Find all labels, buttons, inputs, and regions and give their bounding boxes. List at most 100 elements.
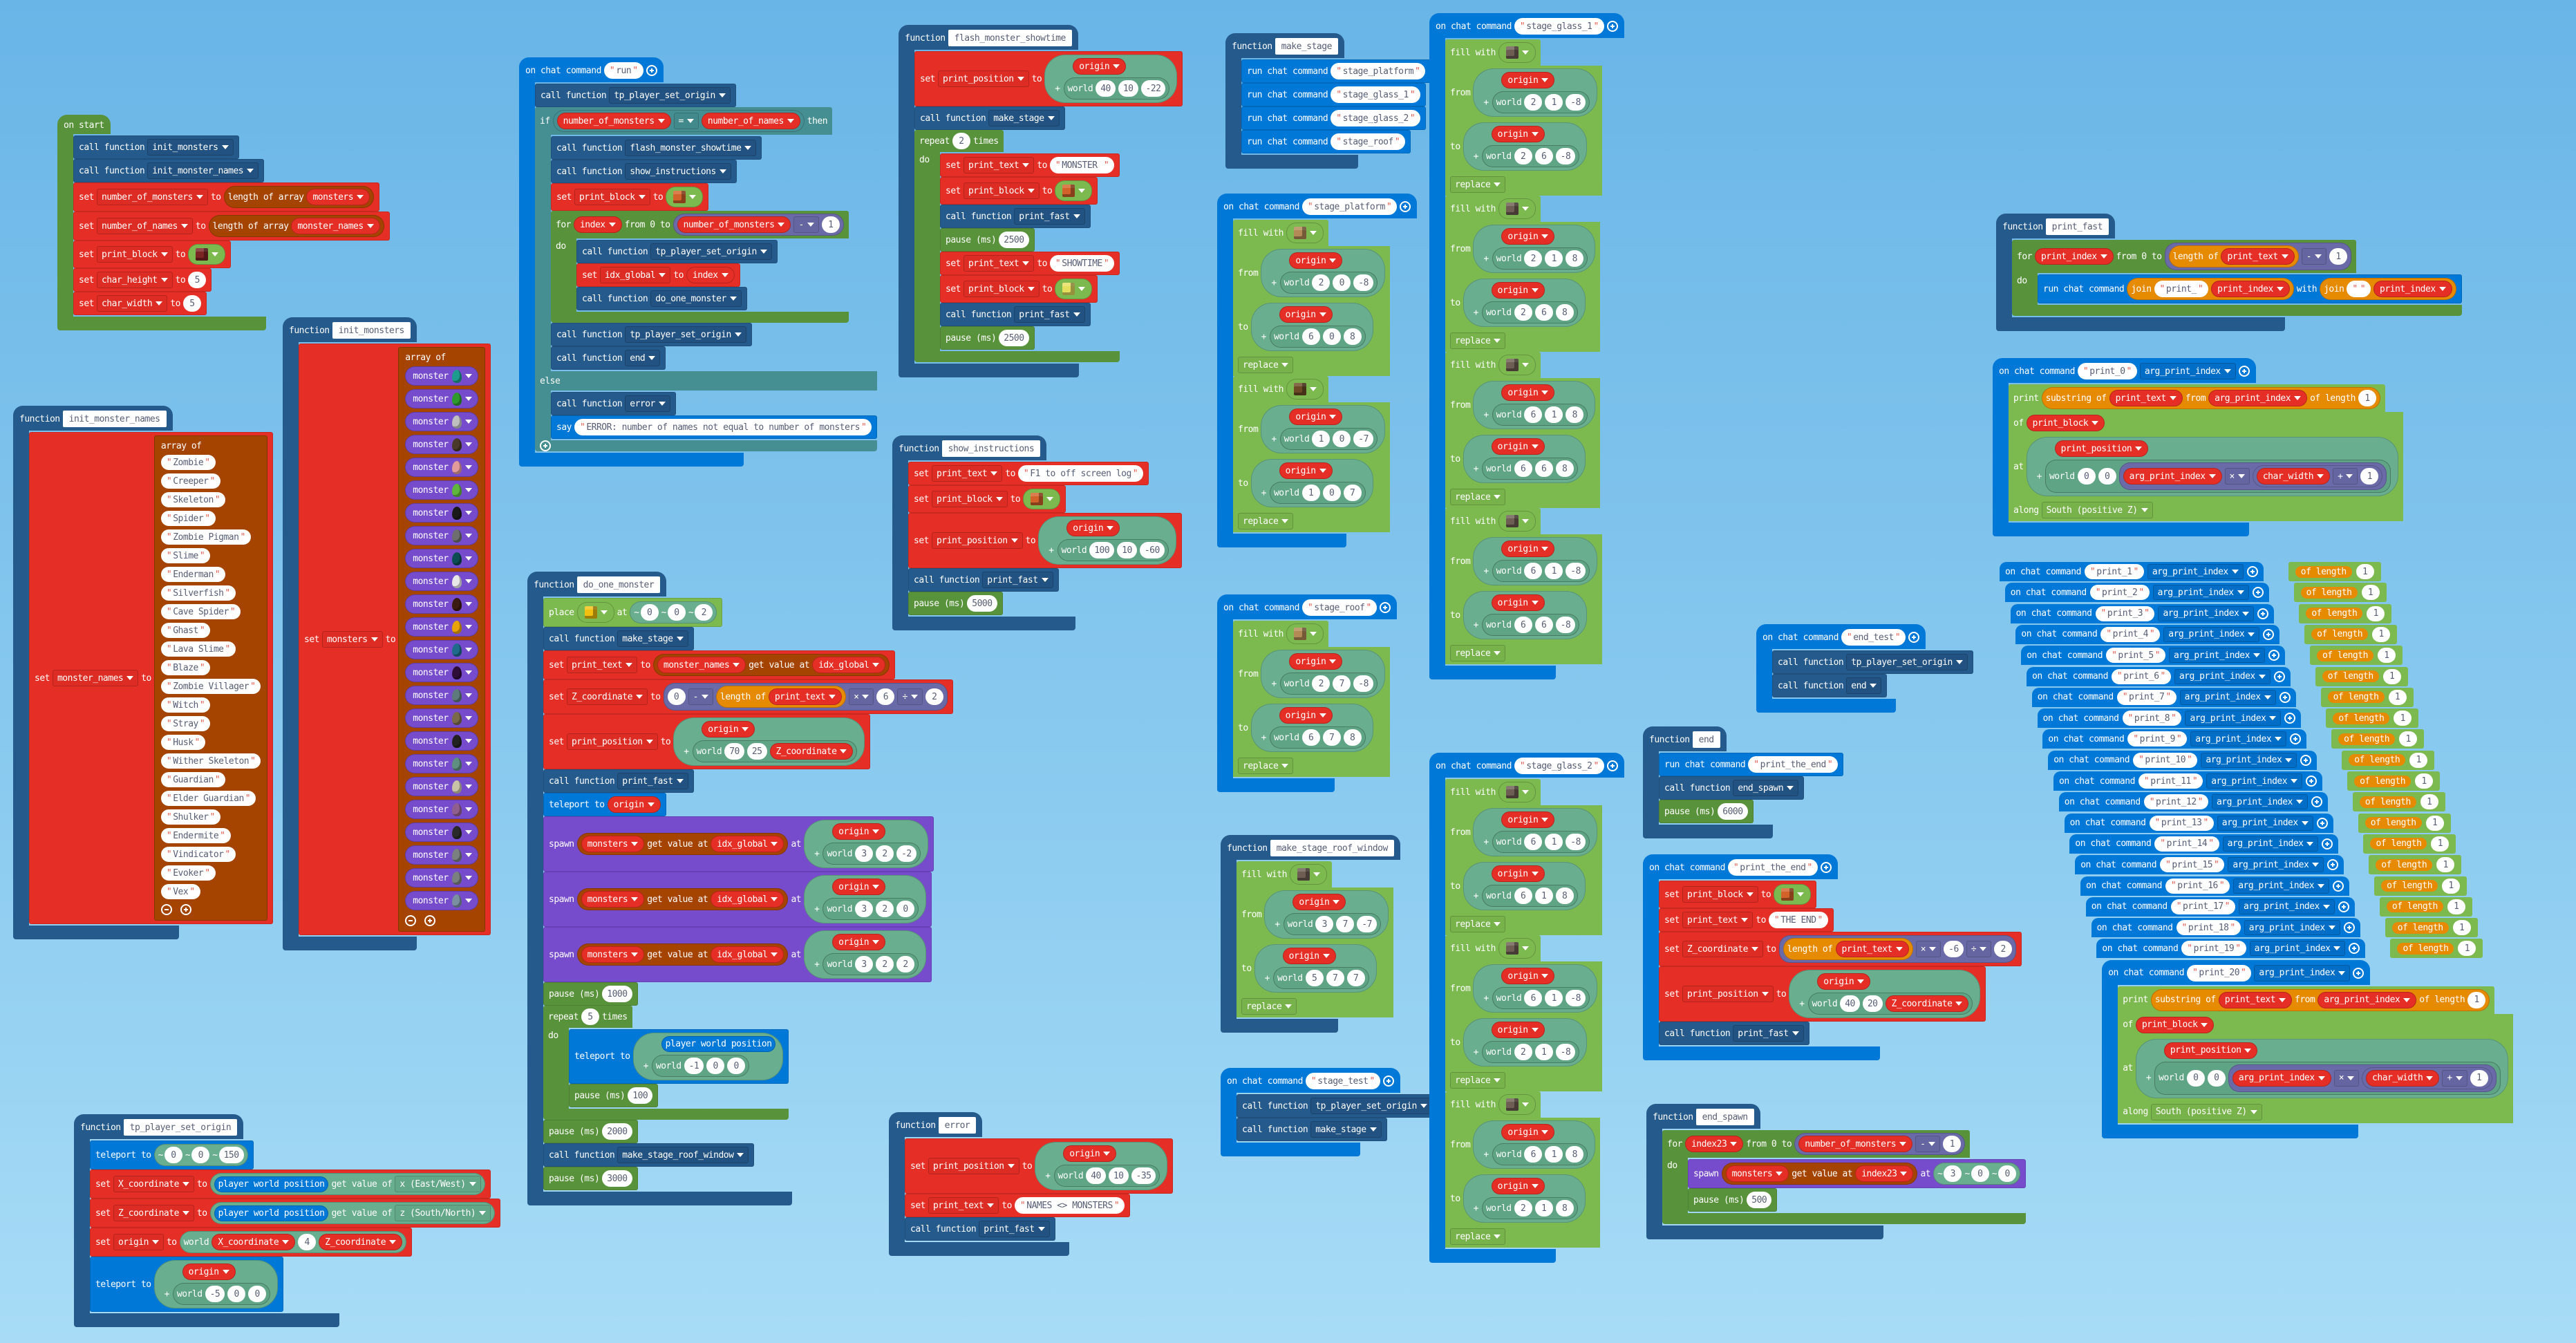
number-input[interactable]: 0 (640, 604, 659, 621)
script-print-2[interactable]: on chat commandprint_2arg_print_indexof … (2004, 583, 2387, 603)
text-input[interactable]: print_2 (2089, 585, 2150, 601)
option-dropdown[interactable]: replace (1450, 645, 1506, 661)
dropdown-caret-icon[interactable] (1776, 1172, 1783, 1176)
dropdown-caret-icon[interactable] (247, 169, 254, 173)
number-input[interactable]: 8 (1343, 729, 1362, 746)
number-input[interactable]: 6 (1534, 460, 1553, 477)
variable-reporter[interactable]: origin (1491, 1178, 1545, 1194)
teleport-to-block[interactable]: teleport to player world position + world -1… (569, 1029, 789, 1084)
text-input[interactable]: Vex (160, 884, 200, 899)
number-input[interactable]: 7 (1322, 729, 1341, 746)
function-dropdown[interactable]: tp_player_set_origin (1310, 1098, 1432, 1114)
dropdown-caret-icon[interactable] (156, 301, 163, 306)
parameter-dropdown[interactable]: arg_print_index (2228, 857, 2324, 873)
dropdown-caret-icon[interactable] (2258, 674, 2266, 679)
call-function-block[interactable]: call function print_fast (940, 303, 1091, 326)
variable-reporter[interactable]: number_of_monsters (1798, 1136, 1913, 1152)
variable-reporter[interactable]: arg_print_index (2232, 1069, 2331, 1087)
call-function-block[interactable]: call function print_fast (543, 769, 694, 793)
block-picker[interactable] (1498, 198, 1536, 219)
call-function-block[interactable]: call function print_fast (1659, 1022, 1809, 1045)
dropdown-caret-icon[interactable] (1078, 189, 1086, 193)
text-input[interactable]: NAMES <> MONSTERS (1014, 1197, 1125, 1214)
number-input[interactable]: 40 (1096, 80, 1116, 97)
text-input[interactable]: Wither Skeleton (160, 753, 261, 769)
number-input[interactable]: 5 (188, 272, 207, 288)
add-parameter-icon[interactable] (2349, 943, 2360, 955)
add-parameter-icon[interactable] (1606, 760, 1618, 771)
dropdown-caret-icon[interactable] (464, 579, 472, 583)
number-input[interactable]: 1 (1545, 94, 1563, 111)
text-input[interactable]: print_15 (2160, 857, 2225, 873)
script-run[interactable]: on chat commandruncall functiontp_player… (519, 57, 878, 467)
variable-dropdown[interactable]: monster_names (52, 670, 139, 686)
monster-picker[interactable]: monster (405, 663, 478, 682)
variable-dropdown[interactable]: char_width (96, 295, 168, 312)
function-dropdown[interactable]: make_stage (988, 110, 1060, 126)
number-input[interactable]: 1 (2420, 794, 2438, 810)
number-input[interactable]: 2 (1524, 250, 1543, 267)
number-input[interactable]: 0 (2077, 468, 2096, 485)
script-stage-roof[interactable]: on chat commandstage_rooffill withfromor… (1217, 594, 1397, 792)
dropdown-caret-icon[interactable] (366, 224, 374, 228)
function-dropdown[interactable]: tp_player_set_origin (625, 326, 746, 343)
text-input[interactable]: Witch (160, 697, 211, 713)
dropdown-caret-icon[interactable] (760, 250, 767, 254)
monster-picker[interactable]: monster (405, 845, 478, 865)
number-input[interactable]: 8 (1566, 250, 1584, 267)
number-input[interactable]: 1 (2470, 1069, 2488, 1087)
function-name-field[interactable]: show_instructions (941, 440, 1041, 457)
run-chat-command-block[interactable]: run chat commandprint_the_end (1659, 753, 1844, 776)
dropdown-caret-icon[interactable] (2169, 396, 2177, 400)
monster-picker[interactable]: monster (405, 640, 478, 659)
variable-dropdown[interactable]: print_block (963, 281, 1040, 297)
block-picker[interactable] (1498, 1094, 1536, 1115)
number-input[interactable]: 2 (1514, 304, 1532, 321)
text-input[interactable]: stage_glass_1 (1514, 18, 1604, 35)
dropdown-caret-icon[interactable] (733, 663, 740, 667)
dropdown-caret-icon[interactable] (1494, 1234, 1501, 1239)
script-print-10[interactable]: on chat commandprint_10arg_print_indexof… (2048, 750, 2435, 770)
dropdown-caret-icon[interactable] (676, 779, 684, 783)
number-input[interactable]: 2 (1514, 1044, 1532, 1060)
text-input[interactable] (2347, 281, 2371, 297)
dropdown-caret-icon[interactable] (1322, 954, 1330, 958)
script-print-16[interactable]: on chat commandprint_16arg_print_indexof… (2080, 876, 2467, 896)
number-input[interactable]: 0 (227, 1286, 246, 1302)
call-function-block[interactable]: call function make_stage_roof_window (543, 1143, 755, 1167)
number-input[interactable]: 2 (876, 956, 894, 973)
remove-item-icon[interactable] (405, 915, 417, 926)
parameter-dropdown[interactable]: arg_print_index (2139, 363, 2236, 379)
number-input[interactable]: -8 (1555, 1044, 1576, 1060)
pause-ms-block[interactable]: pause (ms) 2500 (940, 326, 1035, 350)
dropdown-caret-icon[interactable] (464, 397, 472, 401)
dropdown-caret-icon[interactable] (676, 637, 684, 641)
text-input[interactable]: print_5 (2106, 648, 2166, 664)
number-input[interactable]: -8 (1566, 990, 1586, 1006)
dropdown-caret-icon[interactable] (910, 695, 918, 699)
dropdown-caret-icon[interactable] (2091, 421, 2099, 425)
block-picker[interactable] (1286, 223, 1324, 243)
number-input[interactable]: 0 (896, 901, 915, 917)
number-input[interactable]: -8 (1566, 563, 1586, 579)
variable-reporter[interactable]: origin (1066, 520, 1120, 536)
dropdown-caret-icon[interactable] (737, 1153, 744, 1157)
text-input[interactable]: stage_glass_2 (1331, 110, 1421, 126)
number-input[interactable]: 1 (2382, 668, 2401, 684)
number-input[interactable]: 1 (2329, 248, 2348, 265)
dropdown-caret-icon[interactable] (631, 842, 639, 846)
call-function-block[interactable]: call function tp_player_set_origin (1772, 650, 1973, 674)
dropdown-caret-icon[interactable] (1022, 163, 1030, 167)
spawn-block[interactable]: spawn monsters get value at idx_global at ori… (543, 872, 932, 927)
set-block[interactable]: set Z_coordinate to 0- length of print_text × 6… (543, 679, 953, 714)
call-function-block[interactable]: call function end_spawn (1659, 776, 1805, 800)
function-dropdown[interactable]: init_monsters (147, 139, 234, 156)
function-dropdown[interactable]: tp_player_set_origin (609, 87, 731, 104)
dropdown-caret-icon[interactable] (1319, 312, 1326, 317)
dropdown-caret-icon[interactable] (464, 511, 472, 515)
number-input[interactable]: -8 (1353, 274, 1373, 291)
number-input[interactable]: 1 (2409, 752, 2428, 768)
dropdown-caret-icon[interactable] (1531, 132, 1539, 136)
dropdown-caret-icon[interactable] (1541, 974, 1549, 978)
dropdown-caret-icon[interactable] (778, 223, 785, 227)
